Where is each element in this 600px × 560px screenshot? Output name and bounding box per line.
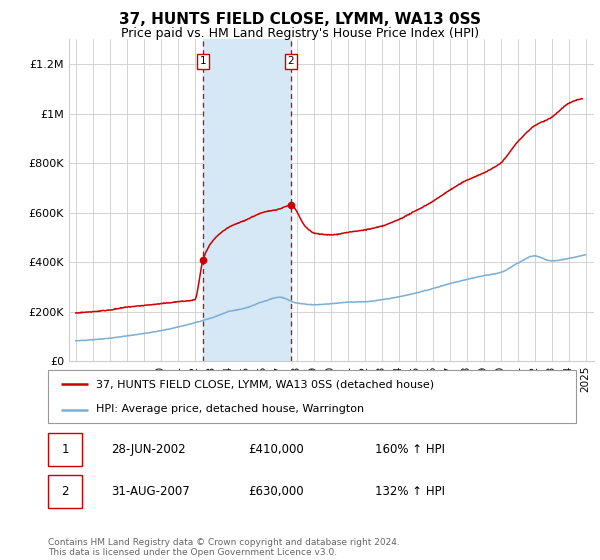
Text: 1: 1 [200,57,206,67]
Text: £630,000: £630,000 [248,485,304,498]
Bar [48,433,82,466]
Text: 160% ↑ HPI: 160% ↑ HPI [376,443,445,456]
Text: Contains HM Land Registry data © Crown copyright and database right 2024.
This d: Contains HM Land Registry data © Crown c… [48,538,400,557]
Text: 37, HUNTS FIELD CLOSE, LYMM, WA13 0SS: 37, HUNTS FIELD CLOSE, LYMM, WA13 0SS [119,12,481,27]
Text: 37, HUNTS FIELD CLOSE, LYMM, WA13 0SS (detached house): 37, HUNTS FIELD CLOSE, LYMM, WA13 0SS (d… [95,380,434,390]
Text: HPI: Average price, detached house, Warrington: HPI: Average price, detached house, Warr… [95,404,364,414]
Text: 2: 2 [61,485,69,498]
Text: 132% ↑ HPI: 132% ↑ HPI [376,485,445,498]
Text: Price paid vs. HM Land Registry's House Price Index (HPI): Price paid vs. HM Land Registry's House … [121,27,479,40]
Text: £410,000: £410,000 [248,443,304,456]
Text: 31-AUG-2007: 31-AUG-2007 [112,485,190,498]
Text: 2: 2 [287,57,294,67]
Bar [203,39,291,361]
Bar [48,475,82,508]
Text: 28-JUN-2002: 28-JUN-2002 [112,443,186,456]
Text: 1: 1 [61,443,69,456]
